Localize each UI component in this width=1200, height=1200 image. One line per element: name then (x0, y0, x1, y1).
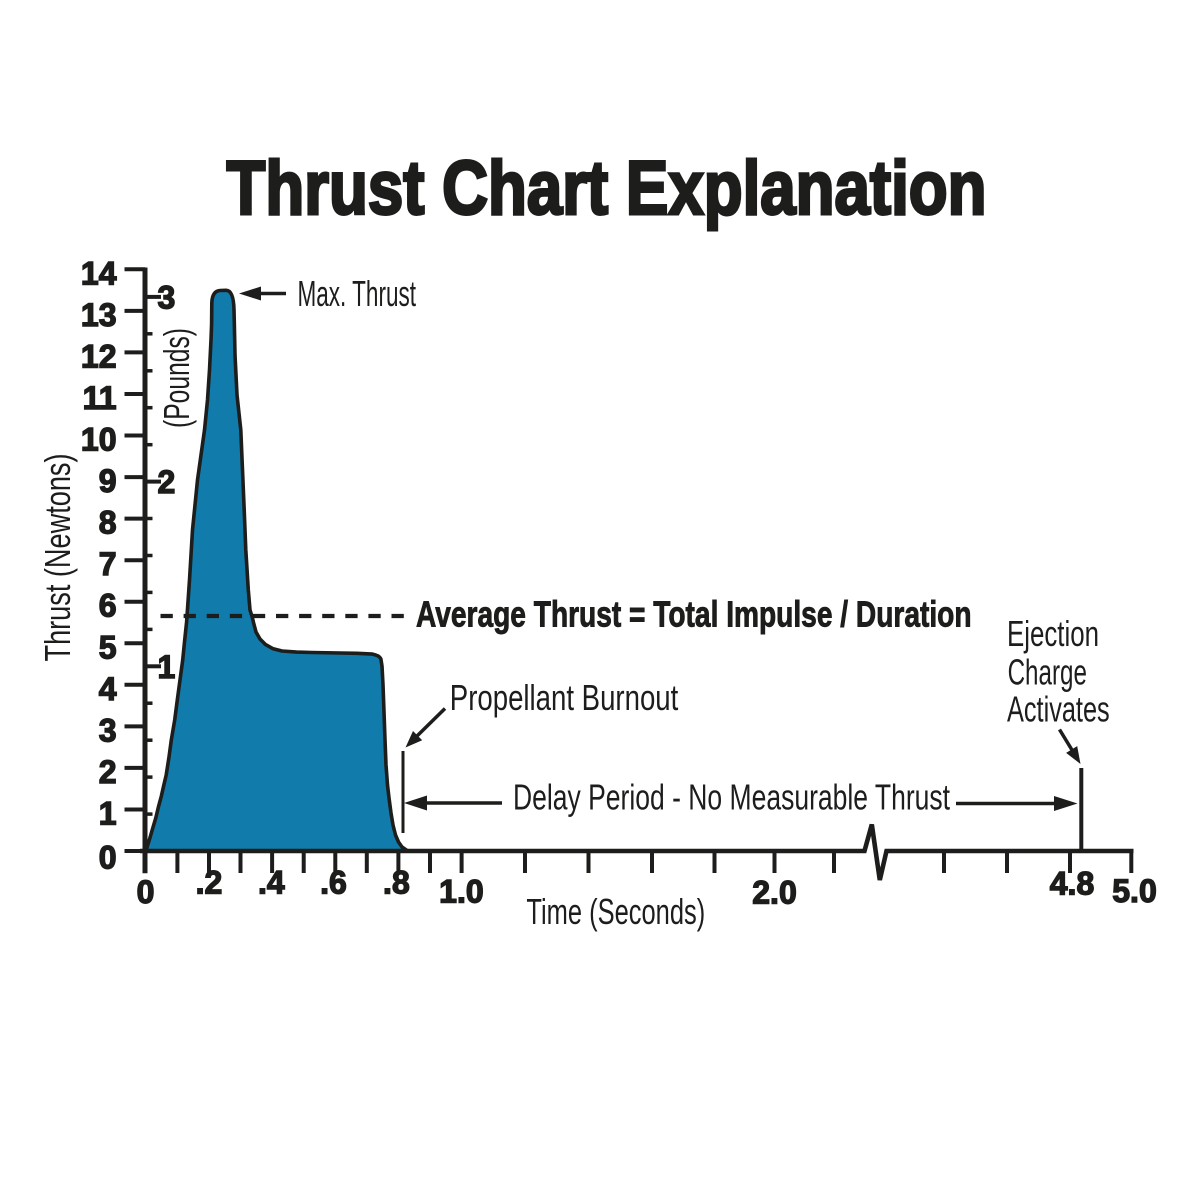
svg-text:6: 6 (99, 588, 117, 624)
svg-text:Max. Thrust: Max. Thrust (298, 273, 417, 314)
svg-text:4.8: 4.8 (1050, 866, 1094, 902)
svg-text:Delay Period - No Measurable T: Delay Period - No Measurable Thrust (513, 777, 950, 818)
svg-text:(Pounds): (Pounds) (156, 328, 197, 428)
svg-text:0: 0 (99, 840, 117, 876)
svg-text:13: 13 (81, 297, 117, 333)
svg-text:1: 1 (99, 796, 117, 832)
svg-text:.4: .4 (258, 865, 285, 901)
svg-text:Thrust Chart Explanation: Thrust Chart Explanation (227, 146, 987, 231)
svg-text:1.0: 1.0 (439, 874, 483, 910)
svg-text:9: 9 (99, 463, 117, 499)
svg-text:3: 3 (99, 712, 117, 748)
svg-text:Ejection: Ejection (1007, 613, 1099, 654)
svg-text:Time (Seconds): Time (Seconds) (526, 891, 705, 932)
svg-text:Average Thrust = Total Impulse: Average Thrust = Total Impulse / Duratio… (416, 594, 972, 635)
svg-text:2.0: 2.0 (752, 875, 796, 911)
svg-text:.2: .2 (196, 865, 223, 901)
svg-text:Thrust (Newtons): Thrust (Newtons) (37, 454, 78, 662)
svg-text:.6: .6 (320, 865, 347, 901)
svg-text:Charge: Charge (1008, 652, 1087, 693)
svg-text:8: 8 (99, 505, 117, 541)
svg-text:2: 2 (99, 754, 117, 790)
svg-text:Activates: Activates (1007, 689, 1110, 730)
svg-text:10: 10 (81, 422, 117, 458)
svg-text:5: 5 (99, 629, 117, 665)
svg-text:14: 14 (81, 255, 117, 291)
svg-text:0: 0 (137, 874, 155, 910)
svg-text:4: 4 (99, 671, 117, 707)
svg-text:11: 11 (83, 380, 117, 416)
svg-text:7: 7 (99, 546, 117, 582)
svg-text:Propellant Burnout: Propellant Burnout (450, 677, 679, 718)
svg-text:5.0: 5.0 (1112, 873, 1156, 909)
svg-text:.8: .8 (383, 865, 410, 901)
svg-text:12: 12 (81, 338, 117, 374)
svg-text:3: 3 (158, 279, 176, 315)
svg-text:2: 2 (158, 464, 176, 500)
svg-text:1: 1 (158, 649, 176, 685)
